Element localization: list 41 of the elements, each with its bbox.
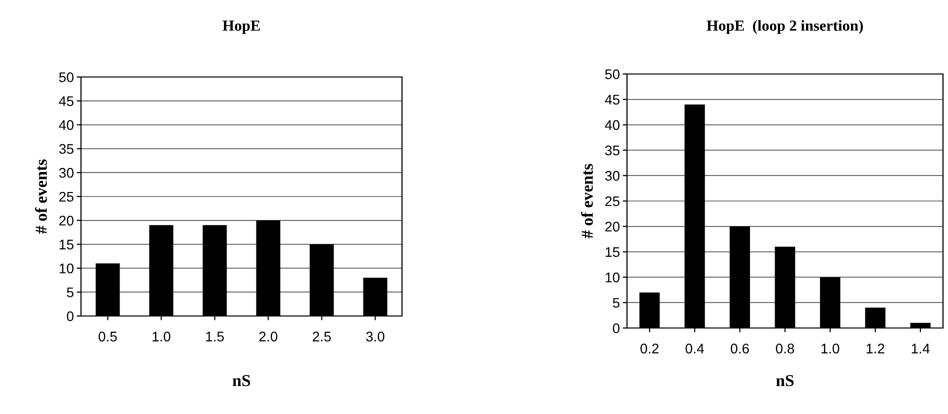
y-tick-label: 10	[60, 264, 74, 274]
y-tick-label: 25	[59, 192, 74, 202]
x-tick-label: 3.0	[366, 332, 384, 342]
y-tick-label: 25	[605, 196, 620, 206]
x-tick-label: 0.5	[98, 332, 117, 342]
x-tick-label: 1.0	[152, 332, 170, 342]
y-tick-label: 30	[59, 168, 74, 178]
y-tick-label: 50	[59, 72, 74, 82]
y-axis-title: # of events	[34, 159, 47, 234]
x-tick-label: 2.5	[312, 332, 331, 342]
chart-title: HopE (loop 2 insertion)	[706, 20, 863, 34]
x-axis-title: nS	[776, 374, 794, 386]
y-tick-label: 35	[605, 146, 620, 156]
x-tick-label: 1.5	[206, 332, 224, 342]
chart-title: HopE	[222, 20, 260, 34]
x-tick-label: 0.8	[776, 344, 794, 354]
y-tick-label: 5	[612, 298, 620, 308]
y-tick-label: 40	[58, 120, 74, 130]
y-tick-label: 15	[60, 240, 74, 250]
y-tick-label: 5	[66, 288, 74, 298]
y-tick-label: 30	[605, 170, 620, 181]
x-axis-title: nS	[232, 374, 250, 386]
y-tick-label: 50	[605, 69, 620, 80]
y-tick-label: 35	[59, 144, 74, 154]
y-tick-label: 0	[612, 323, 620, 334]
x-tick-label: 1.2	[866, 344, 884, 354]
y-tick-label: 15	[606, 247, 620, 257]
x-tick-label: 0.2	[640, 344, 659, 354]
y-axis-title: # of events	[580, 164, 593, 238]
y-tick-label: 0	[66, 311, 74, 322]
x-tick-label: 2.0	[259, 332, 278, 342]
y-tick-label: 40	[604, 120, 620, 130]
y-tick-label: 20	[59, 216, 74, 226]
x-tick-label: 1.0	[822, 344, 840, 354]
x-tick-label: 0.6	[730, 344, 749, 354]
y-tick-label: 10	[606, 272, 620, 282]
x-tick-label: 1.4	[912, 344, 930, 354]
y-tick-label: 20	[605, 222, 620, 232]
y-tick-label: 45	[604, 94, 620, 105]
y-tick-label: 45	[58, 96, 74, 106]
x-tick-label: 0.4	[686, 344, 704, 354]
